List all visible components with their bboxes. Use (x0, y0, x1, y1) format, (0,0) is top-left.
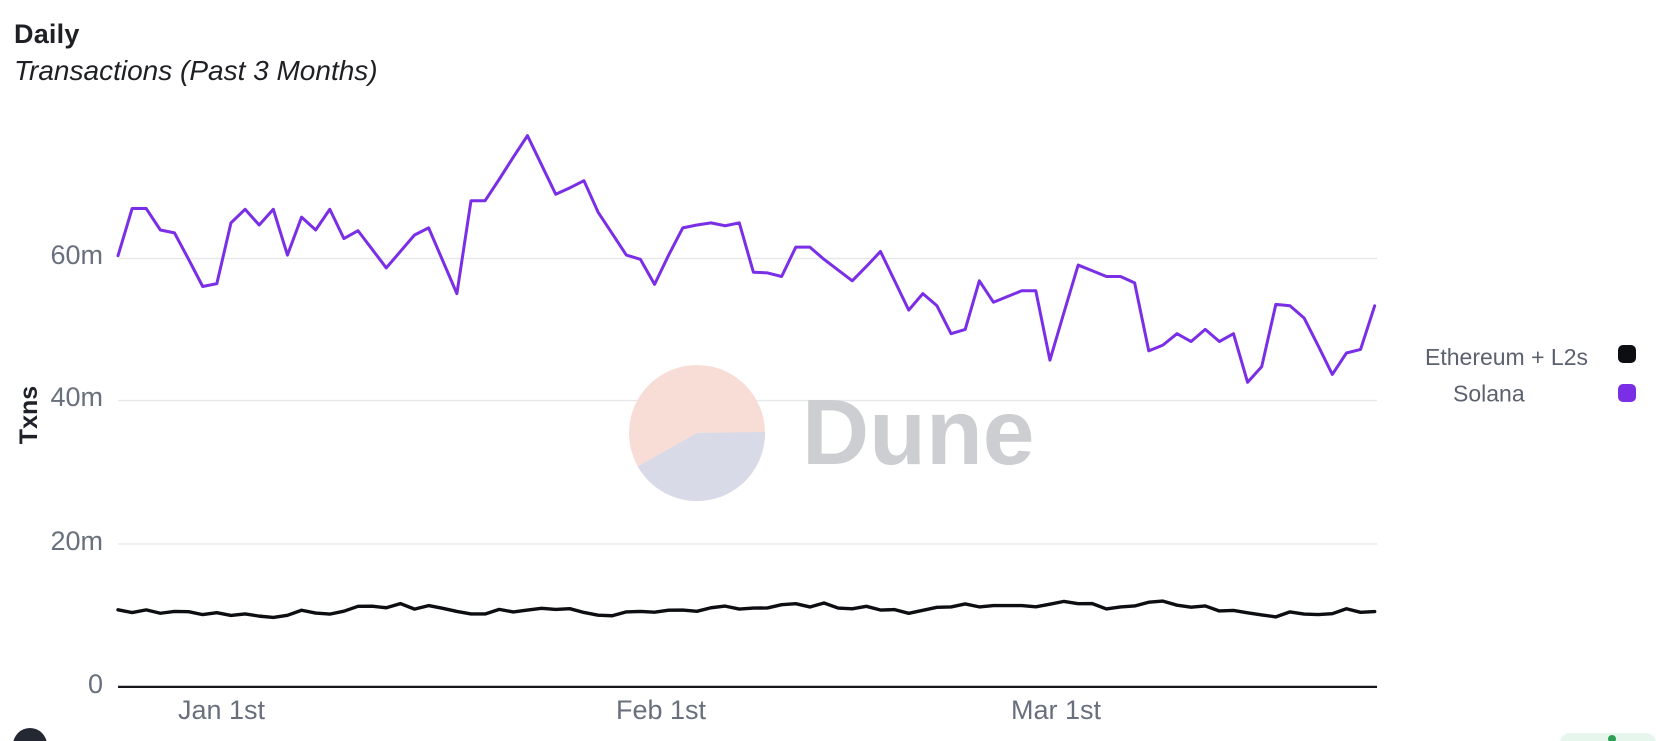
svg-text:60m: 60m (50, 240, 103, 270)
svg-text:Feb 1st: Feb 1st (616, 695, 707, 725)
svg-text:Mar 1st: Mar 1st (1011, 695, 1102, 725)
svg-text:20m: 20m (50, 526, 103, 556)
svg-text:0: 0 (88, 669, 103, 699)
svg-text:Ethereum + L2s: Ethereum + L2s (1425, 344, 1588, 370)
svg-text:Solana: Solana (1453, 381, 1525, 407)
svg-text:Dune: Dune (802, 380, 1035, 484)
svg-text:Txns: Txns (15, 386, 43, 444)
svg-text:40m: 40m (50, 382, 103, 412)
svg-text:Jan 1st: Jan 1st (178, 695, 266, 725)
